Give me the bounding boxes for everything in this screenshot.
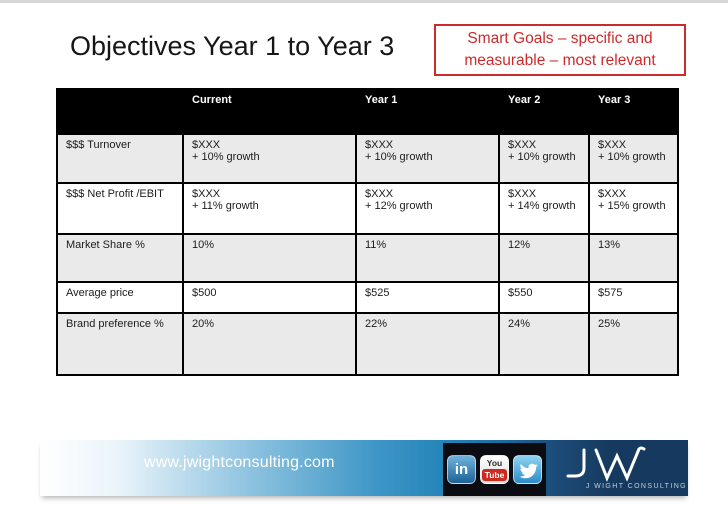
callout-line-2: measurable – most relevant bbox=[464, 51, 656, 69]
cell: $500 bbox=[182, 281, 357, 314]
social-icons-panel: in You Tube bbox=[443, 443, 546, 496]
youtube-icon-label-bottom: Tube bbox=[481, 469, 508, 481]
cell: $XXX + 10% growth bbox=[498, 133, 590, 184]
site-url[interactable]: www.jwightconsulting.com bbox=[144, 454, 335, 471]
cell: $XXX + 11% growth bbox=[182, 182, 357, 235]
header-cell-year3: Year 3 bbox=[588, 88, 679, 135]
cell: 13% bbox=[588, 233, 679, 283]
row-label: Market Share % bbox=[56, 233, 184, 283]
linkedin-icon-label: in bbox=[454, 461, 469, 478]
table-row-net-profit: $$$ Net Profit /EBIT $XXX + 11% growth $… bbox=[56, 182, 679, 235]
cell: 12% bbox=[498, 233, 590, 283]
cell: $550 bbox=[498, 281, 590, 314]
header-cell-year1: Year 1 bbox=[355, 88, 500, 135]
callout-line-1: Smart Goals – specific and bbox=[467, 30, 653, 47]
cell: $XXX + 10% growth bbox=[355, 133, 500, 184]
linkedin-icon[interactable]: in bbox=[447, 455, 476, 484]
row-label: Brand preference % bbox=[56, 312, 184, 376]
cell: $XXX + 14% growth bbox=[498, 182, 590, 235]
header-cell-current: Current bbox=[182, 88, 357, 135]
objectives-table: Current Year 1 Year 2 Year 3 $$$ Turnove… bbox=[56, 88, 679, 376]
cell: 20% bbox=[182, 312, 357, 376]
header-cell-blank bbox=[56, 88, 184, 135]
cell: $XXX + 10% growth bbox=[182, 133, 357, 184]
jw-logo-caption: J WIGHT CONSULTING bbox=[585, 483, 687, 490]
cell: 10% bbox=[182, 233, 357, 283]
table-row-turnover: $$$ Turnover $XXX + 10% growth $XXX + 10… bbox=[56, 133, 679, 184]
cell: $XXX + 12% growth bbox=[355, 182, 500, 235]
jw-logo-mark-icon bbox=[566, 446, 646, 482]
slide-top-edge bbox=[0, 0, 728, 3]
row-label: $$$ Net Profit /EBIT bbox=[56, 182, 184, 235]
cell: 25% bbox=[588, 312, 679, 376]
twitter-bird-icon bbox=[519, 463, 538, 478]
row-label: Average price bbox=[56, 281, 184, 314]
header-cell-year2: Year 2 bbox=[498, 88, 590, 135]
row-label: $$$ Turnover bbox=[56, 133, 184, 184]
footer-bar: www.jwightconsulting.com in You Tube bbox=[40, 440, 688, 496]
page-title: Objectives Year 1 to Year 3 bbox=[70, 31, 395, 61]
cell: 11% bbox=[355, 233, 500, 283]
youtube-icon-label-top: You bbox=[486, 458, 503, 468]
youtube-icon[interactable]: You Tube bbox=[480, 455, 509, 484]
cell: $XXX + 15% growth bbox=[588, 182, 679, 235]
cell: $525 bbox=[355, 281, 500, 314]
cell: 22% bbox=[355, 312, 500, 376]
cell: $575 bbox=[588, 281, 679, 314]
smart-goals-callout-box: Smart Goals – specific and measurable – … bbox=[434, 24, 686, 76]
table-row-brand-preference: Brand preference % 20% 22% 24% 25% bbox=[56, 312, 679, 376]
table-header-row: Current Year 1 Year 2 Year 3 bbox=[56, 88, 679, 135]
table-row-market-share: Market Share % 10% 11% 12% 13% bbox=[56, 233, 679, 283]
twitter-icon[interactable] bbox=[513, 455, 542, 484]
table-row-average-price: Average price $500 $525 $550 $575 bbox=[56, 281, 679, 314]
cell: 24% bbox=[498, 312, 590, 376]
cell: $XXX + 10% growth bbox=[588, 133, 679, 184]
jw-logo: J WIGHT CONSULTING bbox=[552, 444, 687, 494]
